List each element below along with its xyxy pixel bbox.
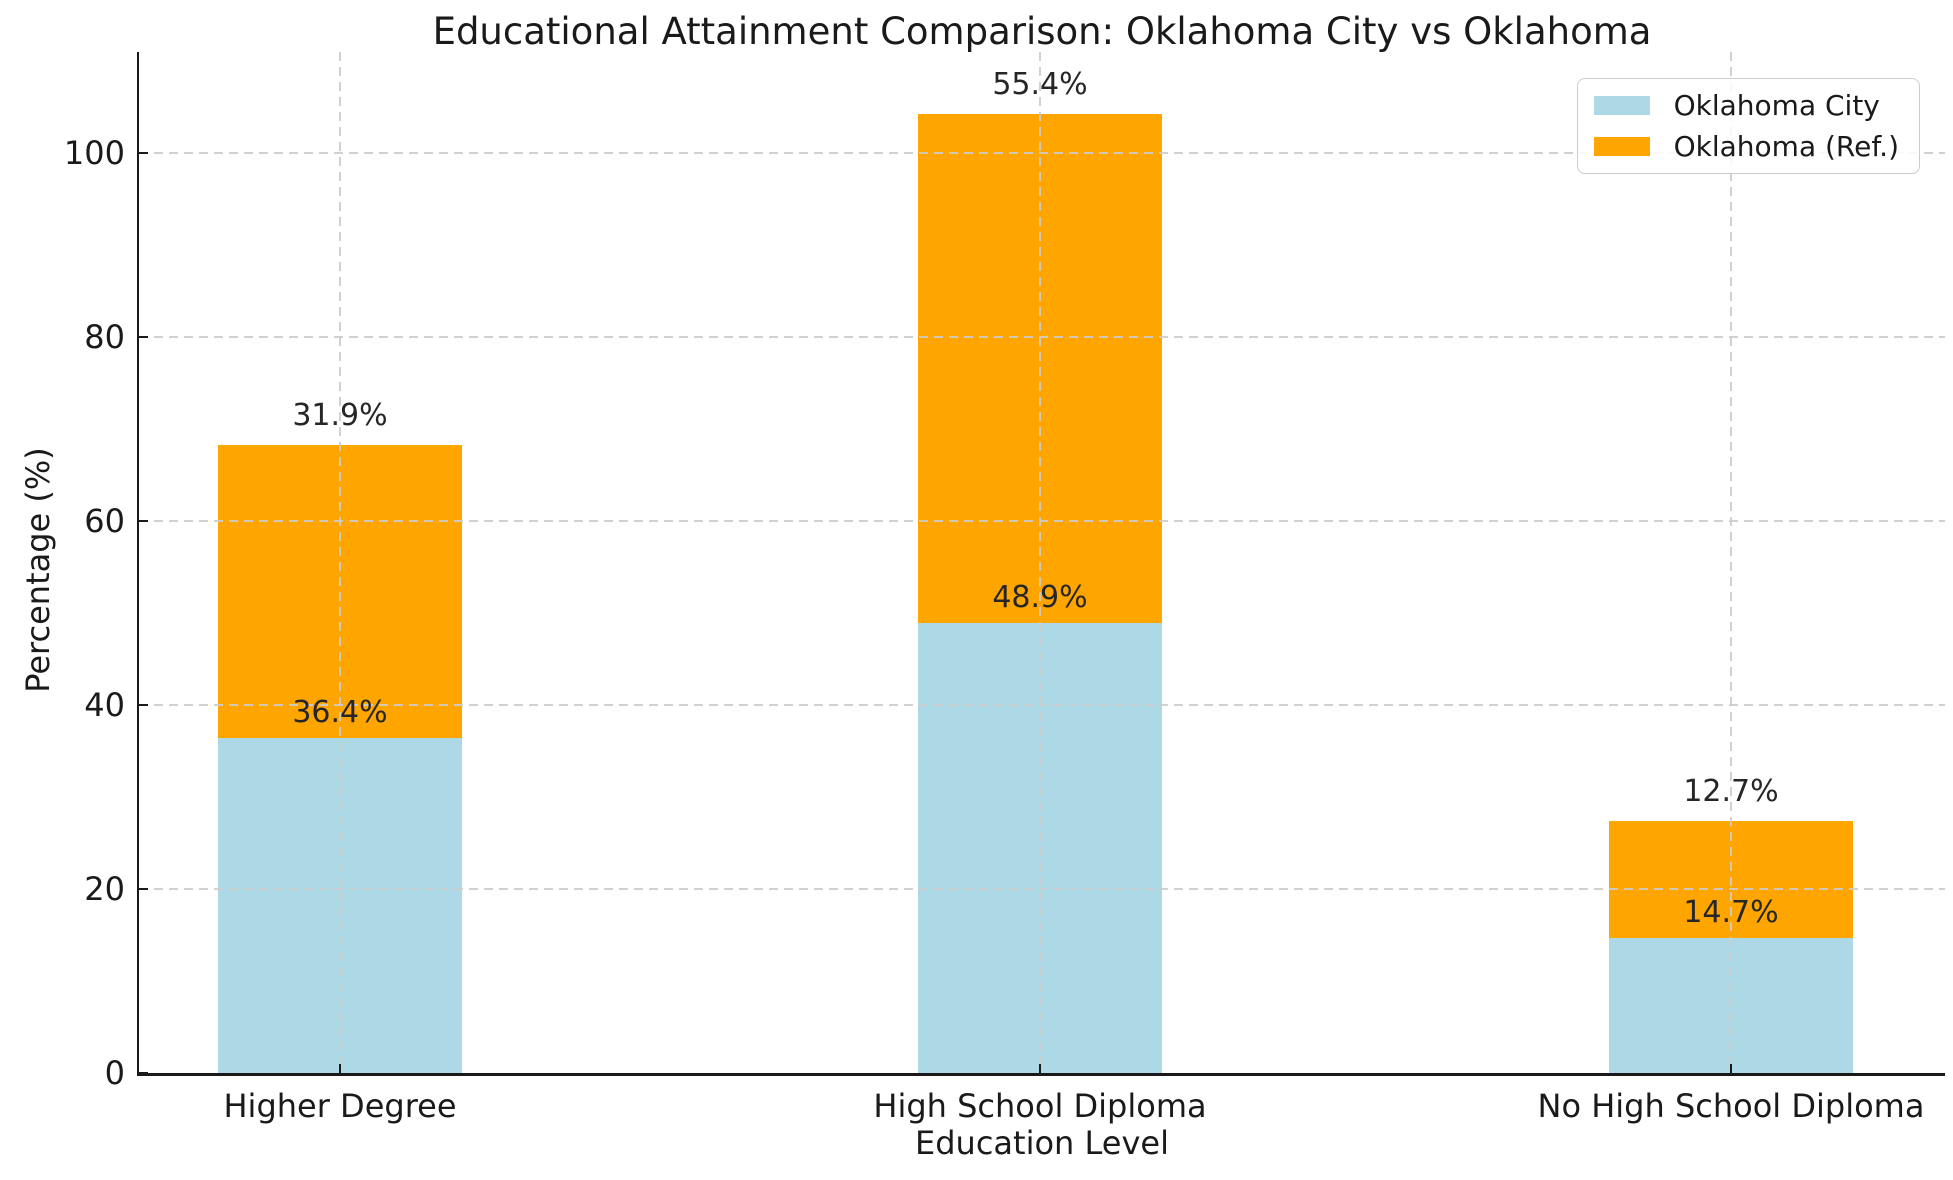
y-tick-label-20: 20 [84,870,125,909]
bar-label-oklahoma-city-2: 14.7% [1683,894,1779,930]
y-gridline-80 [139,336,1945,339]
x-tick-label-0: Higher Degree [223,1087,457,1125]
legend-label-oklahoma-ref: Oklahoma (Ref.) [1673,130,1899,163]
legend-label-oklahoma-city: Oklahoma City [1673,89,1880,122]
chart-title: Educational Attainment Comparison: Oklah… [432,10,1652,53]
x-gridline-1 [1039,52,1041,1073]
bar-label-oklahoma-city-1: 48.9% [992,580,1088,616]
y-tick-label-100: 100 [63,134,125,173]
legend-swatch-oklahoma-ref [1593,137,1650,156]
y-tick-60 [139,519,148,523]
y-gridline-40 [139,704,1945,707]
x-gridline-0 [339,52,341,1073]
y-gridline-20 [139,888,1945,891]
y-tick-20 [139,887,148,891]
x-tick-0 [339,1064,342,1073]
y-tick-40 [139,703,148,707]
x-axis-spine [136,1073,1945,1076]
y-tick-80 [139,335,148,339]
y-tick-label-80: 80 [84,318,125,357]
y-axis-spine [136,52,139,1076]
x-tick-2 [1729,1064,1733,1073]
plot-area: Oklahoma City Oklahoma (Ref.) 0 20 40 60 80 1… [64,52,1945,1125]
legend-swatch-oklahoma-city [1593,96,1650,115]
y-gridline-60 [139,520,1945,523]
y-tick-100 [139,152,148,155]
legend: Oklahoma City Oklahoma (Ref.) [1576,78,1920,174]
y-tick-label-40: 40 [84,686,125,725]
bar-label-oklahoma-ref-2: 12.7% [1683,773,1779,809]
bar-label-oklahoma-ref-0: 31.9% [292,397,388,433]
y-tick-label-60: 60 [84,502,125,541]
bar-label-oklahoma-ref-1: 55.4% [992,66,1088,102]
bar-label-oklahoma-city-0: 36.4% [292,695,388,731]
x-tick-label-1: High School Diploma [873,1087,1207,1125]
x-axis-label: Education Level [915,1124,1169,1162]
y-gridline-100 [139,152,1945,155]
y-axis-label: Percentage (%) [19,447,57,693]
y-tick-label-0: 0 [104,1054,125,1092]
x-gridline-2 [1729,52,1732,1073]
legend-item-oklahoma-city: Oklahoma City [1593,89,1899,122]
legend-item-oklahoma-ref: Oklahoma (Ref.) [1593,130,1899,163]
y-tick-0 [139,1071,148,1074]
x-tick-1 [1039,1064,1042,1073]
x-tick-label-2: No High School Diploma [1537,1087,1925,1125]
